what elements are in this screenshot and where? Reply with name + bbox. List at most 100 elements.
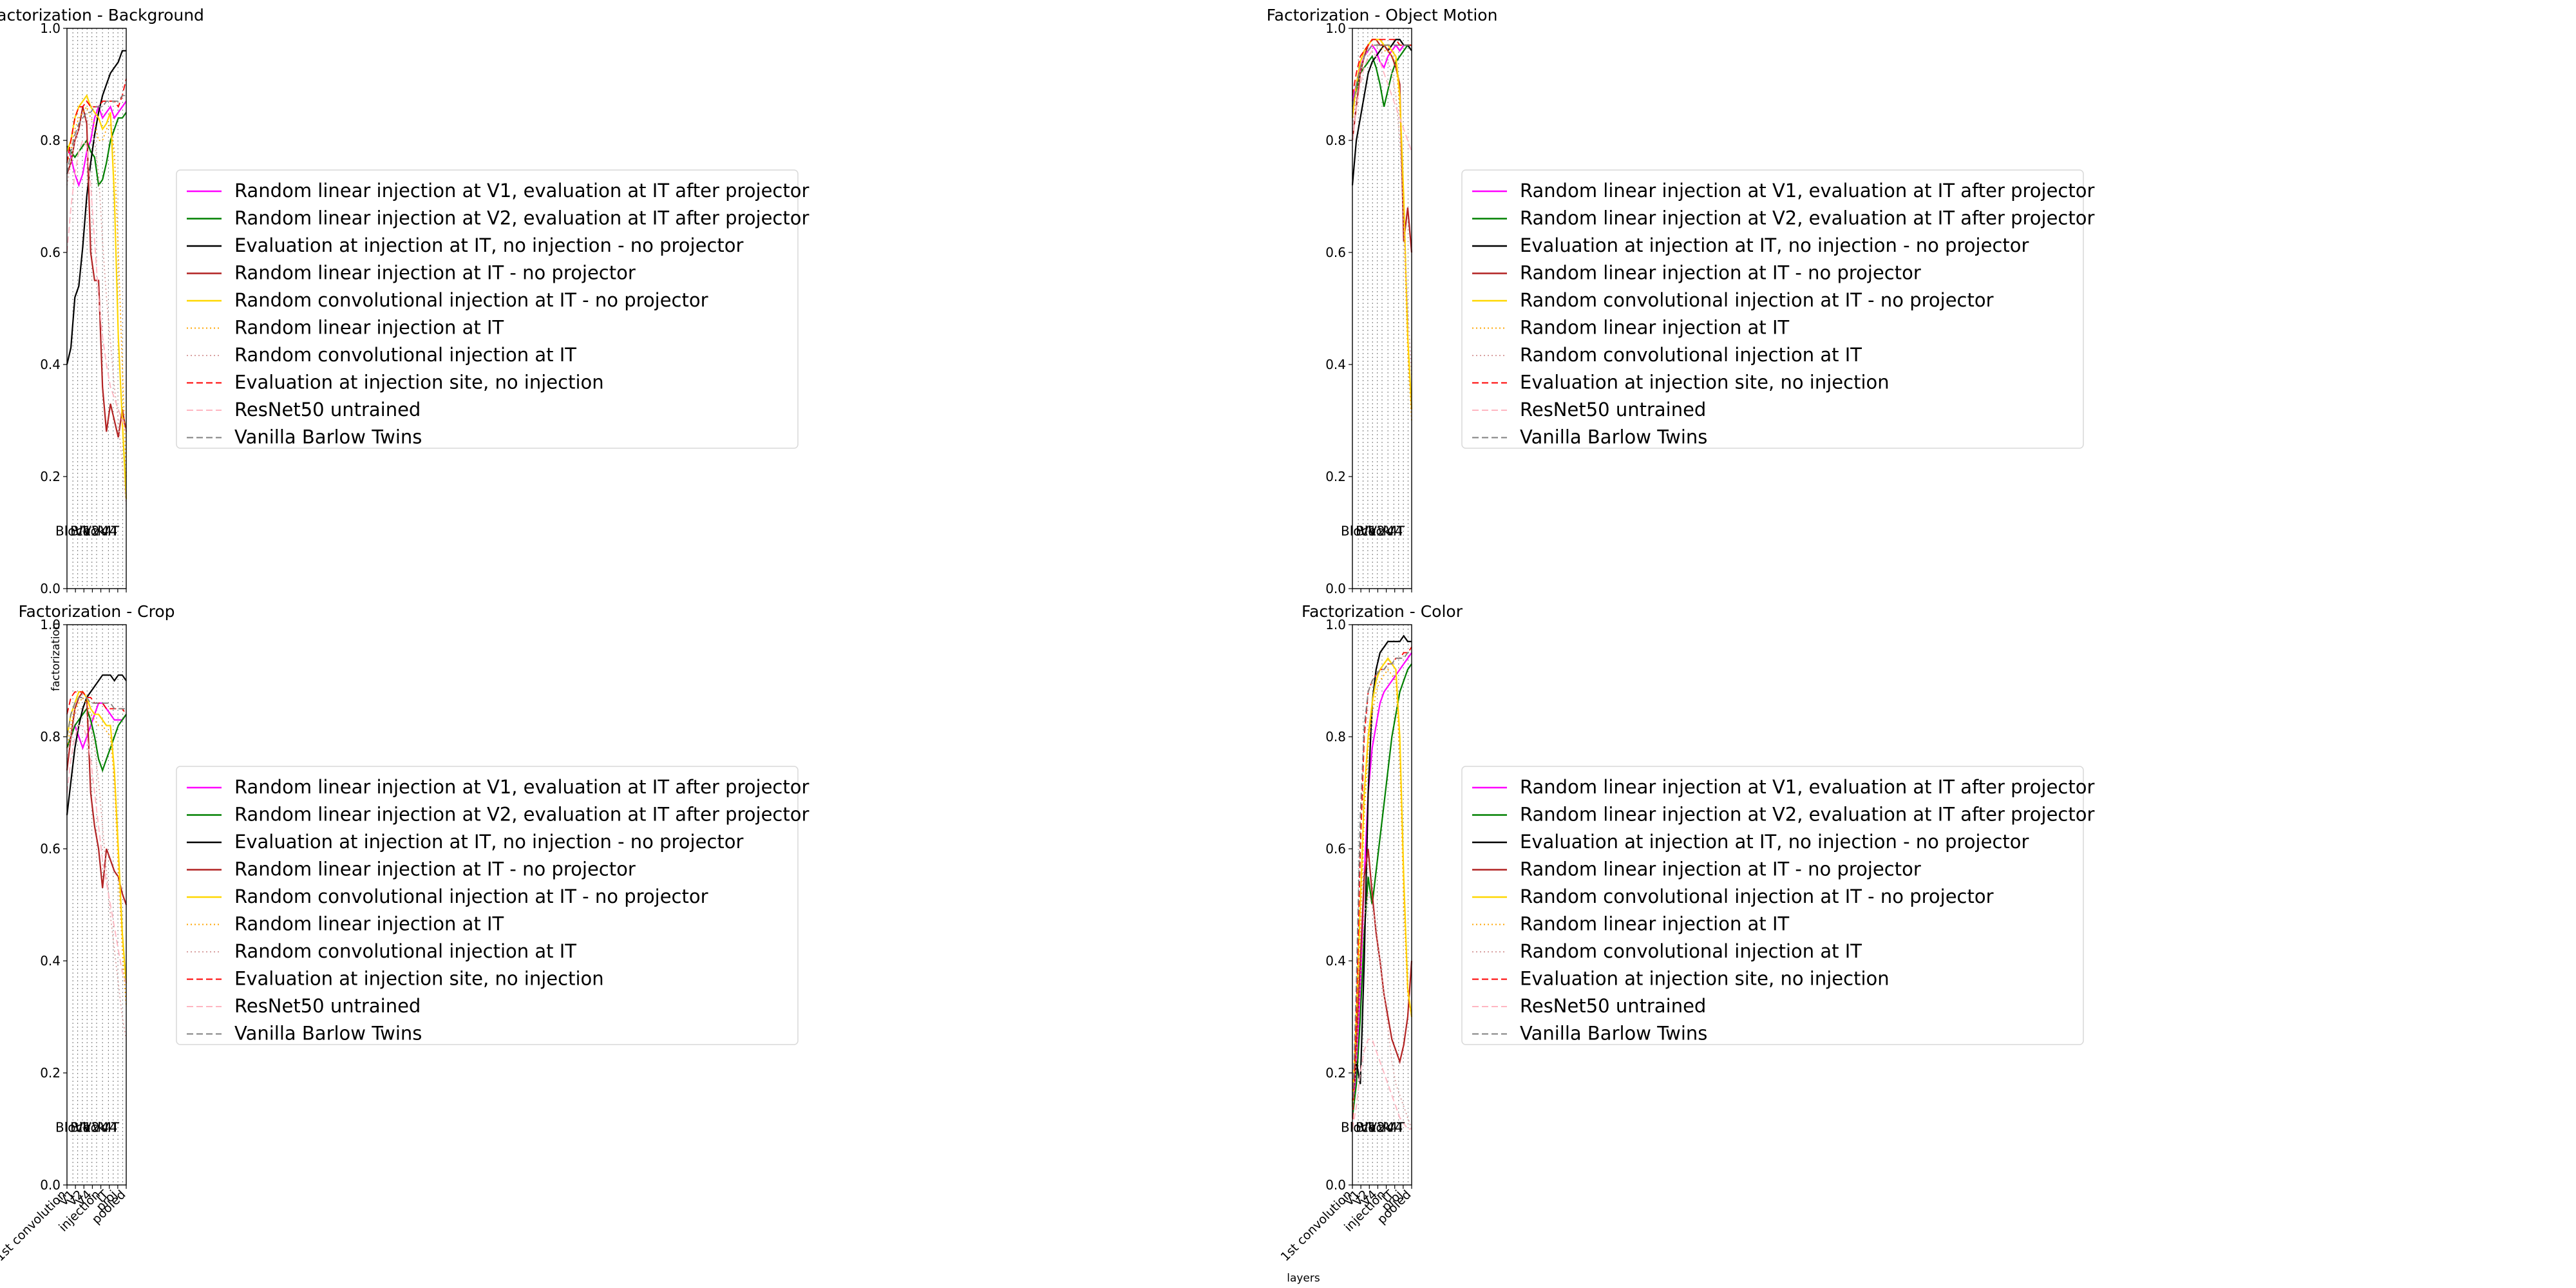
legend: Random linear injection at V1, evaluatio… [1461, 169, 2094, 449]
series-line [66, 111, 127, 187]
series-line [1351, 663, 1412, 1118]
region-label: V4 [1386, 1119, 1403, 1135]
region-label: V4 [100, 1119, 117, 1135]
series-line [66, 139, 127, 432]
y-tick-label: 1.0 [40, 21, 61, 36]
y-tick-label: 0.6 [1325, 841, 1346, 857]
chart-title: Factorization - Color [1302, 602, 1463, 621]
region-label: V4 [92, 523, 109, 538]
series-line [66, 117, 127, 505]
series-line [1351, 39, 1413, 410]
series-line [66, 708, 127, 1039]
chart-panel-1: Factorization - Background 0.0 0.2 0.4 0.6 0.… [0, 6, 809, 596]
y-tick-label: 0.4 [40, 357, 61, 372]
y-tick-label: 0.6 [1325, 245, 1346, 260]
series-line [66, 697, 126, 737]
region-label: Block [1356, 1119, 1391, 1135]
series-line [66, 707, 127, 773]
series-line [66, 50, 126, 365]
legend-label: Vanilla Barlow Twins [234, 1023, 422, 1045]
region-label: V1 [74, 523, 91, 538]
legend-label: Random linear injection at IT [234, 317, 504, 339]
region-label: IT [1393, 523, 1405, 538]
legend-label: Evaluation at injection at IT, no inject… [234, 234, 744, 256]
y-tick-label: 0.2 [1325, 1065, 1346, 1081]
y-tick-label: 1.0 [40, 617, 61, 632]
region-label: V4 [100, 523, 117, 538]
chart-title: Factorization - Object Motion [1267, 6, 1498, 24]
series-line [66, 696, 127, 1006]
y-tick-label: 1.0 [1325, 21, 1346, 36]
legend-label: ResNet50 untrained [234, 995, 421, 1017]
series-line [66, 691, 128, 983]
legend-frame [176, 766, 799, 1045]
legend-label: Random convolutional injection at IT - n… [234, 886, 708, 907]
region-label: V2 [82, 1119, 99, 1135]
y-tick-label: 0.8 [1325, 133, 1346, 148]
series-line [1351, 657, 1413, 1107]
legend-label: Random linear injection at IT - no proje… [234, 858, 636, 880]
axes-frame [66, 28, 127, 589]
y-tick-label: 0.4 [40, 953, 61, 969]
region-label: V4 [1378, 1119, 1394, 1135]
y-axis-label: factorization [50, 623, 62, 691]
legend-label: Random linear injection at V1, evaluatio… [1520, 776, 2094, 798]
series-line [1352, 50, 1412, 152]
legend-label: Random convolutional injection at IT [1520, 940, 1862, 962]
legend-label: Random linear injection at V2, evaluatio… [234, 804, 809, 826]
legend-label: Random linear injection at IT - no proje… [1520, 858, 1921, 880]
legend-label: Random linear injection at IT [234, 913, 504, 935]
series-line [66, 724, 127, 984]
series-line [1351, 44, 1412, 108]
legend-label: Evaluation at injection at IT, no inject… [1520, 831, 2029, 853]
region-label: V2 [82, 523, 99, 538]
region-label: Block [55, 523, 91, 538]
region-label: IT [108, 523, 120, 538]
chart-title: Factorization - Crop [18, 602, 175, 621]
axes-frame [66, 624, 127, 1186]
legend: Random linear injection at V1, evaluatio… [1461, 766, 2094, 1045]
legend-label: Evaluation at injection at IT, no inject… [1520, 234, 2029, 256]
region-label: V1 [74, 1119, 91, 1135]
region-label: Block [1341, 523, 1376, 538]
y-tick-label: 0.8 [1325, 729, 1346, 744]
region-label: V4 [1378, 523, 1394, 538]
chart-title: Factorization - Background [0, 6, 204, 24]
region-label: V4 [1386, 523, 1403, 538]
region-label: V4 [92, 1119, 109, 1135]
legend-label: Random linear injection at V1, evaluatio… [1520, 180, 2094, 202]
series-line [1352, 891, 1412, 1130]
legend-label: Random linear injection at IT [1520, 913, 1789, 935]
region-label: V2 [1368, 523, 1385, 538]
legend-label: Random convolutional injection at IT [234, 940, 576, 962]
y-tick-label: 0.4 [1325, 953, 1346, 969]
region-label: Block [70, 523, 106, 538]
region-label: Block [55, 1119, 91, 1135]
y-tick-label: 0.0 [40, 1177, 61, 1193]
legend-label: Evaluation at injection at IT, no inject… [234, 831, 744, 853]
series-line [66, 105, 127, 477]
region-label: Block [70, 1119, 106, 1135]
legend-label: Vanilla Barlow Twins [1520, 426, 1707, 448]
y-tick-label: 0.8 [40, 729, 61, 744]
region-label: IT [1393, 1119, 1405, 1135]
legend-label: ResNet50 untrained [1520, 995, 1706, 1017]
legend-label: Random convolutional injection at IT - n… [234, 289, 708, 311]
legend-frame [176, 169, 799, 449]
subplots: Factorization - Background 0.0 0.2 0.4 0.6 0.… [0, 6, 2094, 1264]
y-tick-label: 0.2 [40, 469, 61, 484]
legend-label: Random convolutional injection at IT [1520, 344, 1862, 366]
series-line [66, 674, 127, 815]
y-tick-label: 0.4 [1325, 357, 1346, 372]
y-tick-label: 0.2 [1325, 469, 1346, 484]
y-tick-label: 0.0 [1325, 581, 1346, 596]
chart-panel-4: Factorization - Color 0.0 0.2 0.4 0.6 0.8 1.0 B… [1278, 602, 2095, 1264]
y-tick-label: 0.6 [40, 841, 61, 857]
legend-label: Evaluation at injection site, no injecti… [1520, 968, 1889, 990]
series-line [1352, 44, 1412, 421]
series-line [1352, 652, 1412, 1118]
series-line [66, 100, 127, 187]
y-tick-label: 0.0 [40, 581, 61, 596]
legend-label: Vanilla Barlow Twins [1520, 1023, 1707, 1045]
region-label: V1 [1359, 1119, 1376, 1135]
